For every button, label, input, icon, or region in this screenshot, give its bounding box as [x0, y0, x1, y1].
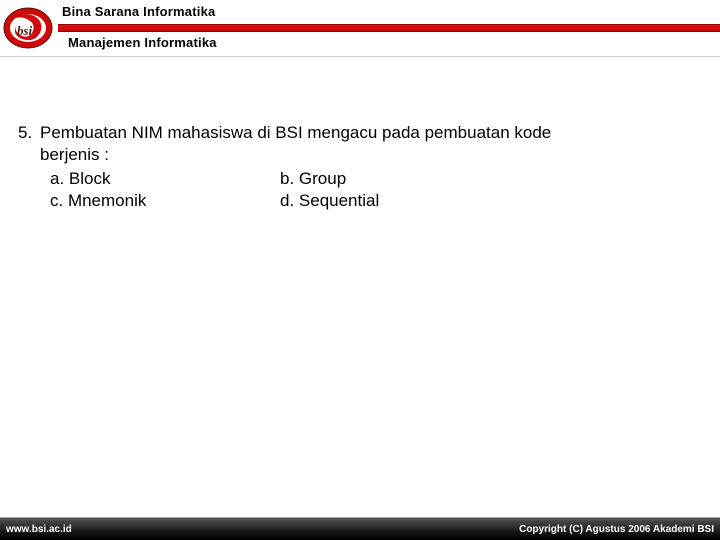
option-a: a. Block — [50, 168, 280, 190]
header: bsi Bina Sarana Informatika Manajemen In… — [0, 0, 720, 58]
org-name: Bina Sarana Informatika — [62, 4, 215, 19]
question-text-line2: berjenis : — [40, 144, 702, 166]
svg-text:bsi: bsi — [17, 23, 33, 38]
footer: www.bsi.ac.id Copyright (C) Agustus 2006… — [0, 518, 720, 540]
logo-icon: bsi — [2, 5, 54, 51]
content: 5. Pembuatan NIM mahasiswa di BSI mengac… — [0, 122, 720, 212]
option-row-1: a. Block b. Group — [50, 168, 702, 190]
option-row-2: c. Mnemonik d. Sequential — [50, 190, 702, 212]
option-b: b. Group — [280, 168, 346, 190]
question-body: Pembuatan NIM mahasiswa di BSI mengacu p… — [40, 122, 702, 212]
option-d: d. Sequential — [280, 190, 379, 212]
dept-name: Manajemen Informatika — [68, 35, 217, 50]
question-text-line1: Pembuatan NIM mahasiswa di BSI mengacu p… — [40, 122, 702, 144]
options: a. Block b. Group c. Mnemonik d. Sequent… — [50, 168, 702, 212]
header-divider — [0, 56, 720, 57]
footer-url: www.bsi.ac.id — [6, 524, 72, 535]
logo: bsi — [0, 4, 56, 52]
question-block: 5. Pembuatan NIM mahasiswa di BSI mengac… — [18, 122, 702, 212]
option-c: c. Mnemonik — [50, 190, 280, 212]
header-red-bar — [58, 24, 720, 32]
footer-copyright: Copyright (C) Agustus 2006 Akademi BSI — [519, 524, 714, 535]
header-text-block: Bina Sarana Informatika — [62, 4, 215, 19]
question-number: 5. — [18, 122, 40, 212]
